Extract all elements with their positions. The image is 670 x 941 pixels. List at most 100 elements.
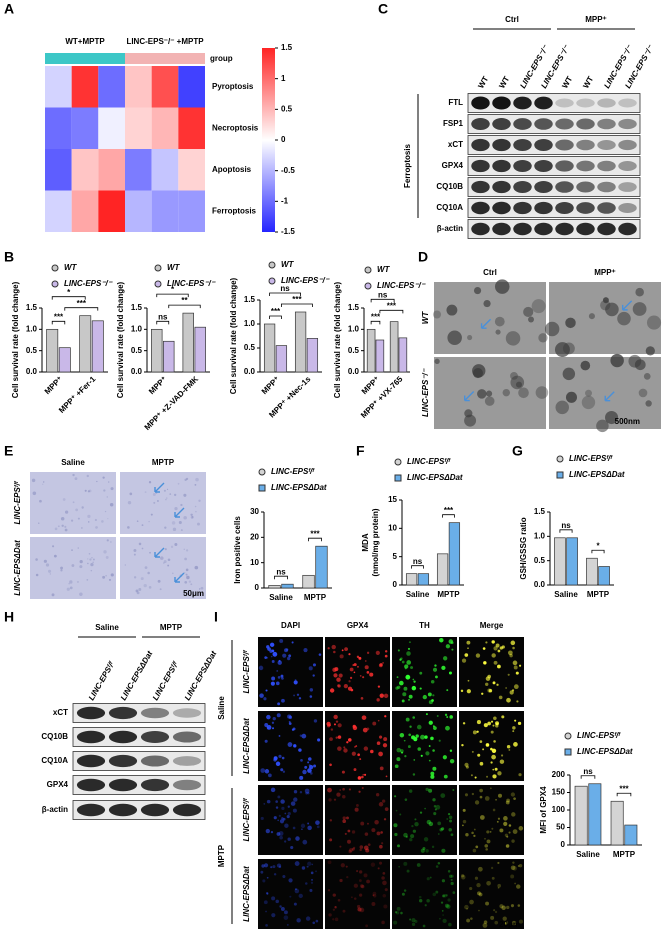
- micro-speck: [194, 505, 197, 508]
- micro-speck: [396, 757, 401, 762]
- sig-label: ***: [271, 307, 281, 316]
- blot-band: [172, 708, 202, 718]
- blot-band: [555, 222, 574, 236]
- micro-speck: [494, 920, 499, 925]
- micro-speck: [60, 566, 63, 570]
- blot-band: [534, 96, 553, 110]
- micro-speck: [394, 795, 397, 798]
- micro-speck: [492, 774, 497, 779]
- sig-label: ns: [378, 290, 388, 299]
- bar: [624, 824, 638, 846]
- micro-speck: [64, 525, 67, 528]
- micro-speck: [346, 875, 349, 879]
- micro-speck: [353, 897, 357, 900]
- y-tick-label: 10: [388, 523, 397, 532]
- micro-speck: [408, 641, 411, 644]
- micro-speck: [404, 755, 407, 758]
- micro-speck: [493, 740, 496, 743]
- micro-speck: [340, 863, 345, 868]
- micro-speck: [499, 828, 504, 833]
- micro-speck: [424, 735, 428, 739]
- micro-speck: [433, 812, 437, 816]
- micro-speck: [428, 720, 433, 725]
- blot-band: [471, 201, 490, 215]
- micro-speck: [420, 848, 425, 853]
- micro-speck: [394, 911, 398, 914]
- micro-speck: [605, 302, 619, 317]
- sig-bracket: [379, 309, 404, 314]
- sig-label: ***: [292, 295, 302, 304]
- micro-speck: [144, 566, 148, 569]
- blot-band: [172, 756, 202, 766]
- micro-speck: [449, 874, 453, 878]
- micro-speck: [377, 867, 380, 870]
- micro-speck: [419, 687, 422, 690]
- micro-speck: [53, 554, 57, 558]
- micro-speck: [441, 909, 444, 912]
- micro-speck: [355, 745, 358, 747]
- micro-speck: [351, 830, 356, 834]
- bar: [275, 345, 288, 373]
- micro-speck: [511, 839, 515, 843]
- micro-speck: [64, 510, 69, 514]
- micro-speck: [369, 672, 374, 677]
- micro-speck: [432, 749, 435, 752]
- micro-speck: [580, 360, 591, 371]
- micro-speck: [348, 849, 352, 854]
- micro-speck: [329, 763, 332, 767]
- micro-speck: [399, 658, 402, 661]
- legend-label: LINC-EPSΔDat: [271, 483, 327, 492]
- micro-speck: [381, 920, 385, 925]
- sig-label: ***: [54, 312, 64, 321]
- micro-speck: [489, 830, 492, 833]
- micro-speck: [266, 876, 269, 879]
- micro-speck: [337, 898, 341, 902]
- micro-speck: [447, 813, 451, 816]
- micro-speck: [464, 904, 469, 910]
- micro-speck: [376, 741, 381, 745]
- micro-speck: [499, 759, 505, 764]
- micro-speck: [489, 787, 492, 790]
- micro-speck: [127, 500, 132, 505]
- micro-speck: [60, 569, 63, 572]
- micro-speck: [466, 689, 471, 694]
- micro-speck: [287, 837, 291, 841]
- micro-speck: [507, 650, 513, 656]
- bar: [375, 339, 385, 373]
- bar: [302, 574, 315, 589]
- micro-speck: [485, 682, 489, 686]
- micro-speck: [486, 830, 490, 834]
- arrow: [174, 572, 185, 583]
- micro-speck: [333, 714, 338, 720]
- micro-speck: [445, 725, 450, 731]
- micro-speck: [271, 660, 275, 663]
- micro-speck: [412, 678, 415, 681]
- micro-speck: [473, 828, 476, 831]
- micro-speck: [379, 663, 383, 667]
- micro-speck: [186, 575, 190, 580]
- micro-speck: [166, 488, 169, 490]
- legend-marker: [364, 266, 372, 274]
- y-tick-label: 0.5: [244, 343, 256, 352]
- sig-label: *: [67, 288, 71, 297]
- micro-speck: [197, 522, 200, 526]
- micro-speck: [492, 724, 495, 727]
- panel-label: A: [4, 1, 14, 17]
- colorbar-label: -0.5: [281, 166, 295, 175]
- sig-bracket: [281, 303, 313, 307]
- lane-label: WT: [581, 75, 595, 90]
- micro-speck: [467, 679, 470, 682]
- micro-speck: [38, 522, 40, 524]
- micrograph: [392, 859, 457, 929]
- micro-speck: [493, 646, 498, 651]
- micro-speck: [79, 592, 83, 597]
- micro-speck: [505, 844, 510, 848]
- micro-speck: [315, 820, 320, 825]
- micro-speck: [462, 722, 466, 725]
- micro-speck: [84, 489, 87, 492]
- micro-speck: [476, 882, 481, 888]
- micro-speck: [263, 802, 266, 805]
- micro-speck: [362, 676, 365, 679]
- micro-speck: [492, 681, 496, 685]
- micro-speck: [424, 807, 426, 810]
